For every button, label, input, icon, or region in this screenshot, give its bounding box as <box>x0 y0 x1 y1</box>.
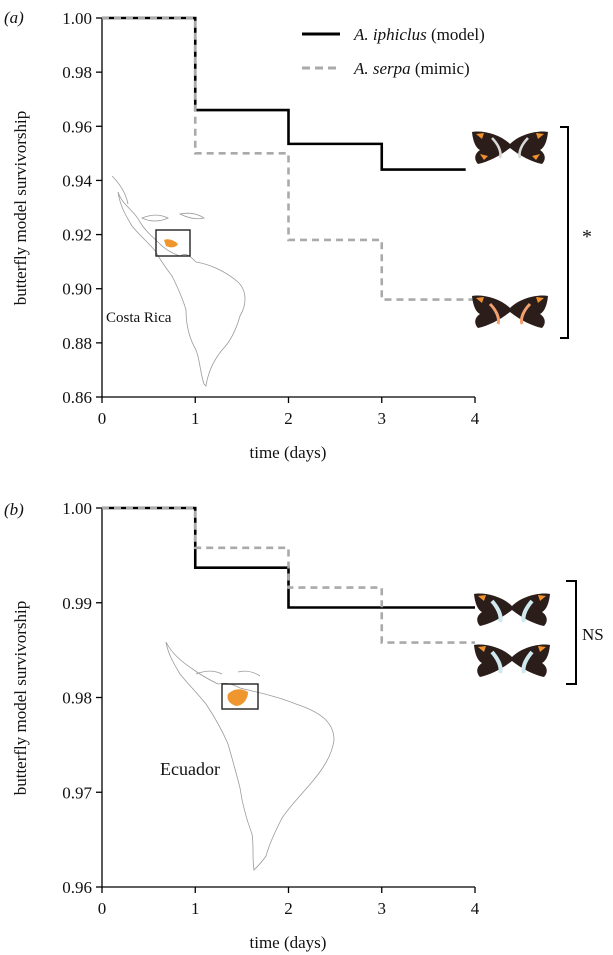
significance-bracket-a <box>560 126 569 339</box>
costa-rica-highlight <box>164 239 178 248</box>
series-line-mimic <box>102 506 475 644</box>
significance-label-b: NS <box>582 625 604 644</box>
series-line-model <box>102 506 475 609</box>
panel-a-series <box>102 16 475 301</box>
panel-b-x-ticks: 0 1 2 3 4 <box>98 887 480 918</box>
legend-suffix-mimic: (mimic) <box>411 59 470 78</box>
legend: A. iphiclus (model) A. serpa (mimic) <box>302 25 485 78</box>
map-south-america <box>165 641 335 871</box>
ecuador-highlight <box>227 689 248 706</box>
butterfly-icon-mimic-b <box>474 644 550 677</box>
y-tick-label: 0.90 <box>62 280 92 299</box>
panel-b-label: (b) <box>4 500 24 519</box>
panel-a-label: (a) <box>4 8 24 27</box>
x-tick-label: 4 <box>471 899 480 918</box>
y-tick-label: 0.86 <box>62 388 92 407</box>
legend-label-model: A. iphiclus (model) <box>353 25 485 44</box>
legend-name-mimic: A. serpa <box>353 59 411 78</box>
y-tick-label: 0.97 <box>62 783 92 802</box>
panel-b-y-ticks: 0.96 0.97 0.98 0.99 1.00 <box>62 499 102 897</box>
y-tick-label: 0.99 <box>62 594 92 613</box>
x-tick-label: 1 <box>191 409 200 428</box>
panel-b-x-label: time (days) <box>250 933 327 952</box>
y-tick-label: 0.96 <box>62 117 92 136</box>
x-tick-label: 4 <box>471 409 480 428</box>
y-tick-label: 0.92 <box>62 226 92 245</box>
series-line-mimic <box>102 16 475 301</box>
butterfly-icon-model-b <box>474 593 550 626</box>
y-tick-label: 0.98 <box>62 689 92 708</box>
map-central-america <box>111 175 246 387</box>
x-tick-label: 3 <box>378 899 387 918</box>
legend-label-mimic: A. serpa (mimic) <box>353 59 470 78</box>
x-tick-label: 1 <box>191 899 200 918</box>
significance-label-a: * <box>582 226 592 248</box>
y-tick-label: 0.96 <box>62 878 92 897</box>
map-label-costa-rica: Costa Rica <box>106 310 172 326</box>
legend-name-model: A. iphiclus <box>353 25 427 44</box>
x-tick-label: 3 <box>378 409 387 428</box>
panel-a-y-label: butterfly model survivorship <box>11 111 30 306</box>
significance-bracket-b <box>566 580 577 685</box>
panel-a-y-ticks: 0.86 0.88 0.90 0.92 0.94 0.96 0.98 1.00 <box>62 9 102 407</box>
y-tick-label: 1.00 <box>62 499 92 518</box>
y-tick-label: 0.98 <box>62 63 92 82</box>
y-tick-label: 1.00 <box>62 9 92 28</box>
map-label-ecuador: Ecuador <box>160 759 220 779</box>
x-tick-label: 0 <box>98 409 107 428</box>
legend-suffix-model: (model) <box>427 25 485 44</box>
panel-a-x-ticks: 0 1 2 3 4 <box>98 397 480 428</box>
panel-b-y-label: butterfly model survivorship <box>11 601 30 796</box>
y-tick-label: 0.94 <box>62 171 92 190</box>
panel-b-series <box>102 506 475 644</box>
butterfly-icon-model-a <box>472 131 548 164</box>
x-tick-label: 2 <box>284 409 293 428</box>
y-tick-label: 0.88 <box>62 334 92 353</box>
panel-a-x-label: time (days) <box>250 443 327 462</box>
butterfly-icon-mimic-a <box>472 295 548 328</box>
panel-a: (a) Costa Rica 0.860.880.900.920.940.960… <box>4 8 592 462</box>
panel-b: (b) Ecuador 0.96 0.97 0.98 0.99 1.00 0 1 2 3 4 t… <box>4 499 604 952</box>
x-tick-label: 0 <box>98 899 107 918</box>
costa-rica-inset-box <box>155 229 191 257</box>
x-tick-label: 2 <box>284 899 293 918</box>
ecuador-inset-box <box>221 683 259 710</box>
